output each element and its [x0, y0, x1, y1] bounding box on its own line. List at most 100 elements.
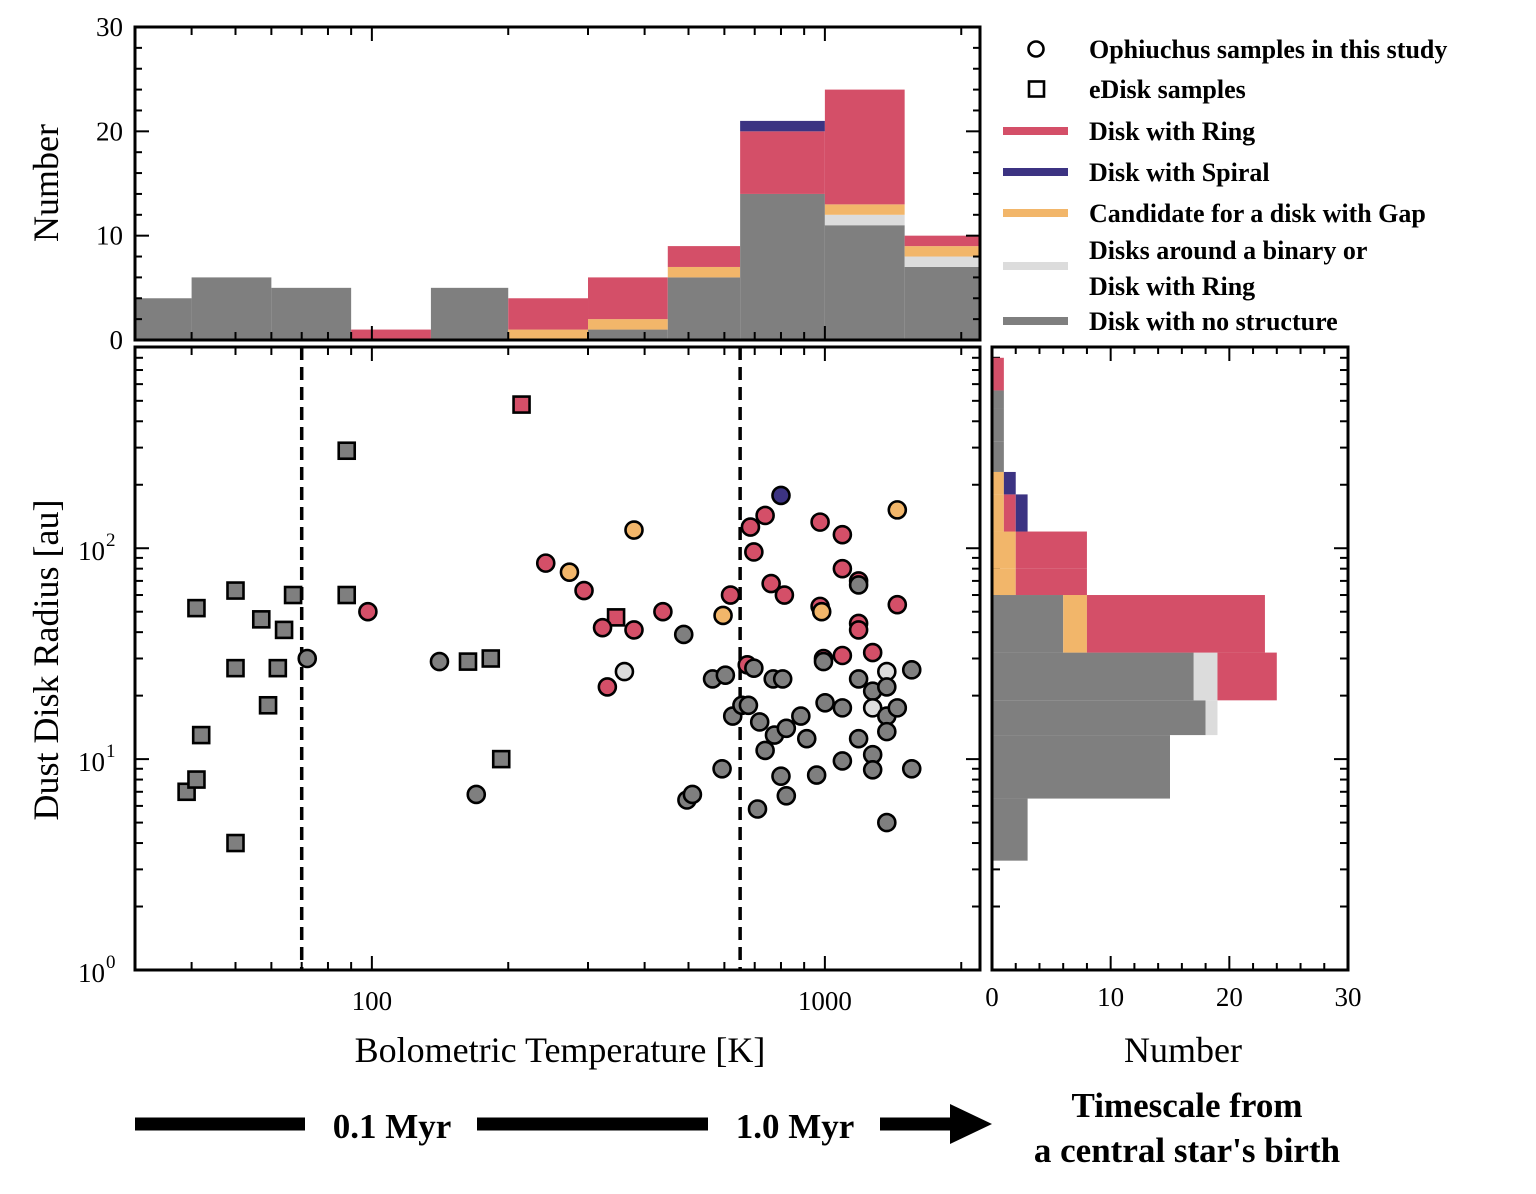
scatter-point-spiral [771, 485, 791, 506]
legend-circle-marker [1027, 40, 1045, 58]
scatter-point-none [877, 812, 897, 833]
scatter-point-none [747, 799, 768, 819]
scatter-point-none [796, 728, 817, 749]
top-histogram-ylabel: Number [26, 124, 66, 242]
timeline-caption-1: Timescale from [1071, 1086, 1302, 1125]
right-xtick-label: 0 [985, 982, 999, 1012]
scatter-point-none [776, 718, 797, 739]
scatter-point-none [466, 784, 487, 805]
timeline-label-b: 1.0 Myr [736, 1107, 855, 1146]
scatter-point-ring [606, 608, 626, 627]
top-bar-gap [667, 266, 741, 278]
ytick-exponent: 0 [106, 952, 116, 973]
top-bar-none [824, 225, 905, 340]
top-histogram-panel: 0 10 20 30 Number [26, 12, 982, 355]
scatter-point-none [187, 598, 206, 618]
top-ytick-label: 0 [110, 325, 124, 355]
right-histogram-bars [992, 357, 1277, 861]
scatter-point-ring [810, 512, 830, 532]
scatter-point-ring [592, 617, 613, 638]
top-bar-ring [824, 89, 905, 205]
scatter-point-none [877, 677, 897, 697]
scatter-point-none [776, 785, 797, 806]
scatter-point-none [901, 660, 922, 680]
right-bar-none [992, 700, 1206, 736]
legend-entry: Ophiuchus samples in this study [1027, 35, 1447, 64]
ytick-exponent: 2 [106, 530, 116, 551]
legend-entry: Disk with Spiral [1003, 158, 1270, 187]
scatter-point-ring [755, 505, 775, 526]
scatter-point-ring [761, 573, 781, 594]
ytick-exponent: 1 [106, 741, 116, 762]
legend-label: eDisk samples [1089, 75, 1246, 104]
scatter-point-none [297, 648, 318, 669]
top-bar-binary [904, 256, 980, 267]
top-bar-ring [740, 131, 825, 194]
legend-label: Disks around a binary or [1089, 236, 1367, 265]
scatter-ytick-label: 10 1 [78, 741, 116, 777]
top-bar-gap [508, 329, 589, 340]
top-histogram-tick-labels: 0 10 20 30 [96, 12, 123, 355]
legend-entry: Disk with no structure [1003, 307, 1338, 336]
scatter-point-ring [574, 580, 594, 601]
scatter-point-gap [811, 601, 832, 622]
scatter-point-none [877, 721, 897, 742]
top-bar-ring [508, 298, 589, 330]
time-marker-lines [299, 347, 742, 970]
scatter-point-none [491, 749, 511, 769]
legend-entry: Candidate for a disk with Gap [1003, 199, 1426, 228]
scatter-point-none [744, 658, 764, 678]
scatter-point-none [682, 784, 703, 805]
ytick-base: 10 [78, 747, 105, 777]
legend-label: Disk with Spiral [1089, 158, 1270, 187]
scatter-point-ring [744, 542, 764, 562]
legend-entry: eDisk samples [1027, 75, 1246, 104]
scatter-point-none [712, 758, 732, 779]
right-bar-none [992, 798, 1028, 861]
scatter-point-none [226, 658, 245, 678]
scatter-point-gap [887, 500, 908, 520]
scatter-point-ring [740, 517, 761, 537]
right-bar-spiral [1003, 471, 1016, 495]
top-bar-none [904, 266, 980, 340]
scatter-ytick-label: 10 2 [78, 530, 116, 566]
scatter-point-ring [358, 601, 378, 622]
scatter-point-none [458, 652, 478, 671]
scatter-xtick-label: 1000 [798, 986, 852, 1016]
scatter-point-none [191, 725, 211, 745]
right-bar-ring [1086, 595, 1265, 653]
top-bar-none [430, 287, 509, 340]
scatter-point-ring [832, 558, 853, 579]
scatter-point-none [337, 441, 357, 461]
top-bar-ring [667, 246, 741, 267]
right-bar-none [992, 595, 1064, 653]
top-bar-ring [351, 329, 431, 340]
scatter-xtick-label: 100 [352, 986, 393, 1016]
right-bar-ring [1015, 568, 1087, 596]
scatter-point-ring [624, 620, 644, 640]
scatter-point-none [813, 651, 834, 672]
scatter-point-none [187, 770, 206, 789]
right-xtick-label: 10 [1097, 982, 1124, 1012]
legend-label: Disk with no structure [1089, 307, 1338, 336]
legend-label: Disk with Ring [1089, 272, 1255, 301]
top-bar-gap [824, 204, 905, 215]
top-ytick-label: 10 [96, 221, 123, 251]
scatter-point-ring [597, 677, 618, 697]
right-bar-ring [1003, 494, 1016, 532]
top-bar-gap [588, 319, 668, 330]
scatter-point-none [806, 765, 827, 785]
top-bar-none [588, 329, 668, 340]
right-bar-none [992, 735, 1170, 799]
right-bar-none [992, 652, 1194, 701]
scatter-point-gap [624, 520, 644, 540]
top-bar-spiral [740, 120, 825, 132]
scatter-point-ring [832, 524, 853, 545]
right-xtick-label: 20 [1216, 982, 1243, 1012]
scatter-point-ring [848, 620, 869, 640]
scatter-point-none [251, 610, 271, 629]
scatter-ytick-label: 10 0 [78, 952, 116, 988]
top-bar-none [271, 287, 352, 340]
scatter-point-none [848, 669, 869, 689]
scatter-point-none [772, 669, 793, 689]
